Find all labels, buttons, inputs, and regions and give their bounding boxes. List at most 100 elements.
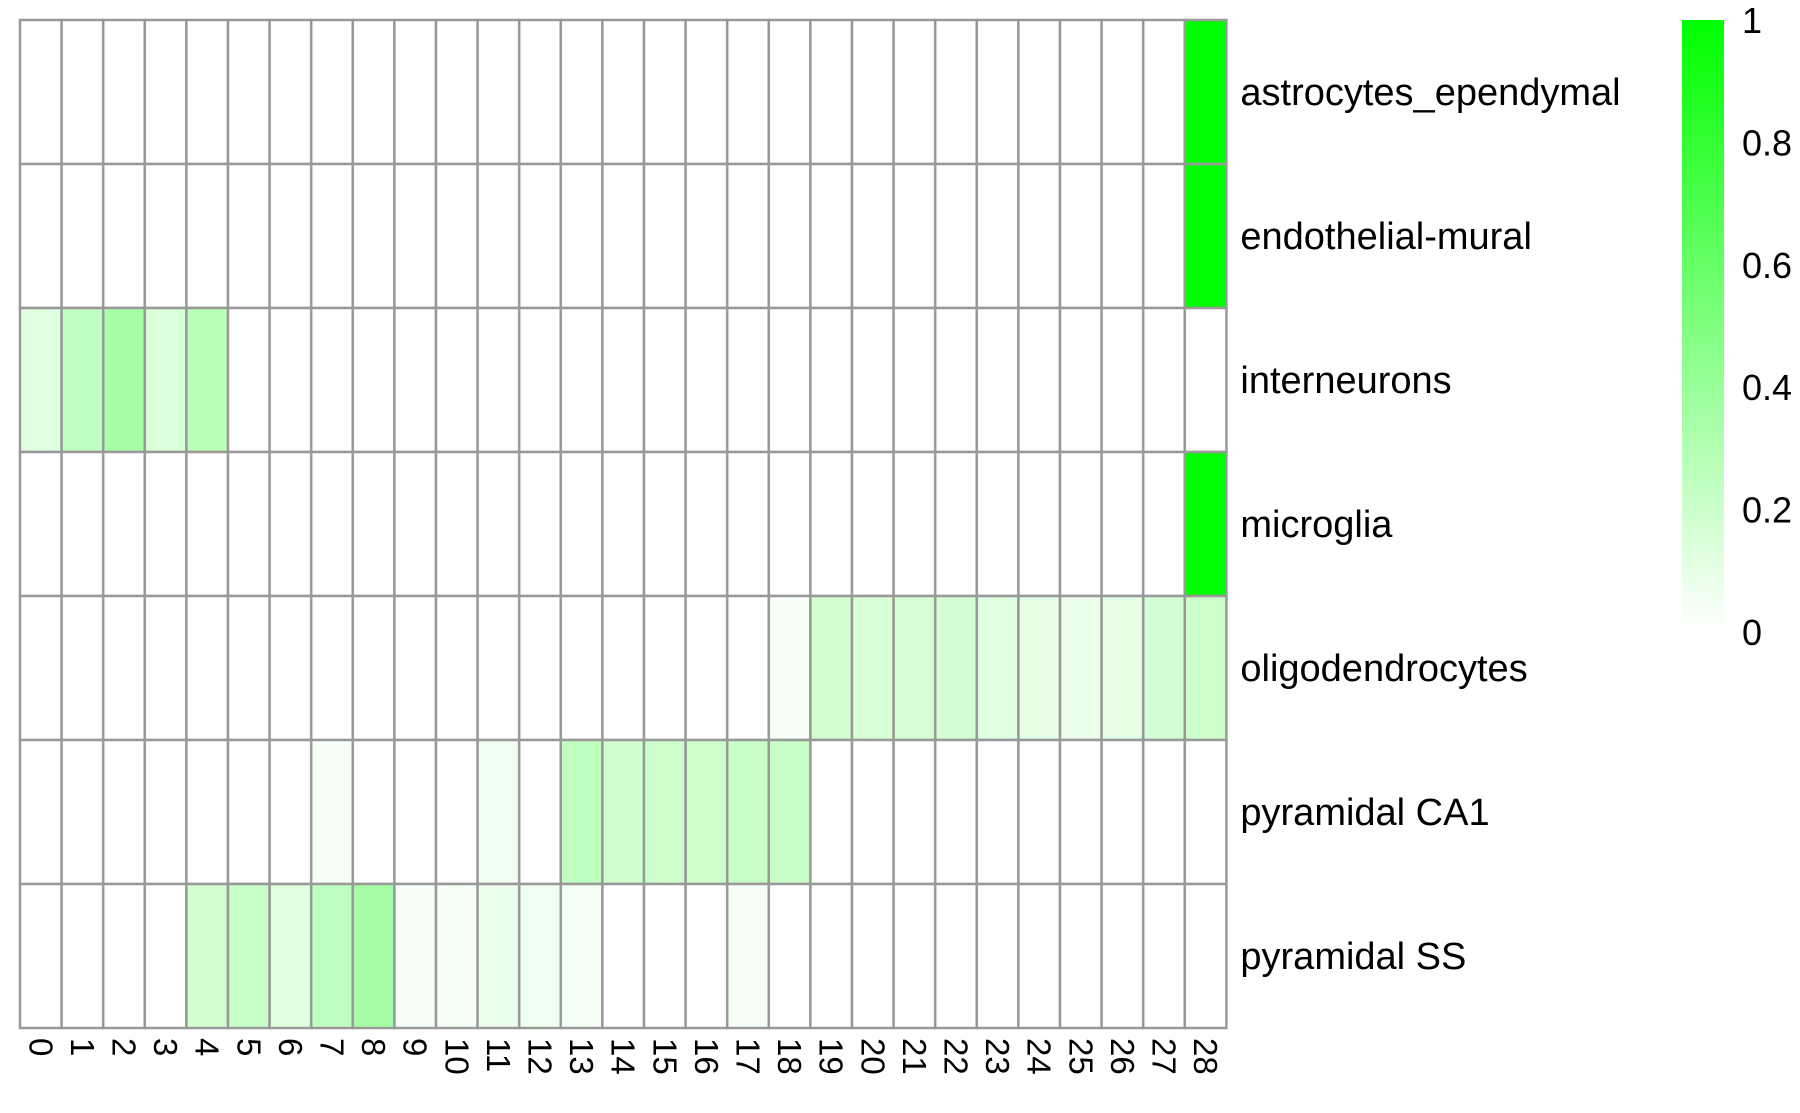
heatmap-cell	[517, 162, 563, 310]
heatmap-cell	[101, 18, 147, 166]
heatmap-cell	[226, 306, 271, 454]
heatmap-cell	[476, 450, 521, 598]
heatmap-cell	[18, 738, 63, 886]
heatmap-cell	[268, 738, 313, 886]
heatmap-cell	[601, 450, 646, 598]
heatmap-cell	[185, 450, 230, 598]
column-label: 6	[272, 1038, 309, 1056]
row-label: astrocytes_ependymal	[1240, 72, 1620, 114]
column-label: 24	[1021, 1038, 1058, 1075]
column-label: 20	[854, 1038, 891, 1075]
heatmap-cell	[1058, 162, 1103, 310]
heatmap-cell	[1141, 594, 1187, 742]
heatmap-cell	[975, 594, 1020, 742]
heatmap-cell	[850, 738, 895, 886]
heatmap-cell	[1058, 306, 1103, 454]
heatmap-cell	[1058, 882, 1103, 1030]
heatmap-cell	[476, 162, 521, 310]
heatmap-cell	[601, 882, 646, 1030]
heatmap-cell	[351, 450, 396, 598]
heatmap-cell	[1141, 306, 1187, 454]
column-label: 22	[938, 1038, 975, 1075]
heatmap-cell	[725, 450, 771, 598]
heatmap-cell	[309, 162, 355, 310]
legend-tick-label: 0.4	[1742, 367, 1792, 408]
heatmap-cell	[809, 450, 854, 598]
heatmap-cell	[933, 882, 979, 1030]
heatmap-cell	[60, 738, 105, 886]
heatmap-cell	[933, 306, 979, 454]
heatmap-cell	[517, 18, 563, 166]
heatmap-cell	[351, 18, 396, 166]
heatmap-cell	[351, 738, 396, 886]
heatmap-cell	[185, 738, 230, 886]
heatmap-cell	[892, 306, 937, 454]
heatmap-cell	[1017, 306, 1062, 454]
heatmap-cell	[892, 162, 937, 310]
heatmap-cell	[559, 738, 604, 886]
heatmap-cell	[684, 450, 729, 598]
heatmap-cell	[559, 306, 604, 454]
heatmap-cell	[684, 738, 729, 886]
row-label: pyramidal CA1	[1240, 792, 1489, 834]
legend-tick-label: 0	[1742, 612, 1762, 653]
heatmap-cell	[809, 738, 854, 886]
heatmap-cell	[60, 882, 105, 1030]
heatmap-cell	[393, 162, 438, 310]
heatmap-cell	[185, 882, 230, 1030]
heatmap-cell	[60, 18, 105, 166]
heatmap-cell	[226, 162, 271, 310]
heatmap-cell	[767, 18, 812, 166]
column-label: 15	[646, 1038, 683, 1075]
heatmap-cell	[975, 882, 1020, 1030]
heatmap-cell	[393, 882, 438, 1030]
heatmap-cell	[1017, 450, 1062, 598]
heatmap-cell	[226, 450, 271, 598]
heatmap-cell	[725, 162, 771, 310]
column-labels: 0 1 2 3 4 5 6 7 8 9 10 11 12 13 14 15 16 17 18 19 20 21 22 23 24…	[22, 1038, 1224, 1075]
heatmap-cell	[101, 594, 147, 742]
column-label: 17	[730, 1038, 767, 1075]
column-label: 28	[1187, 1038, 1224, 1075]
heatmap-cell	[809, 594, 854, 742]
heatmap-cell	[933, 162, 979, 310]
heatmap-cell	[185, 162, 230, 310]
column-label: 13	[563, 1038, 600, 1075]
heatmap-cell	[101, 882, 147, 1030]
heatmap-cell	[642, 450, 687, 598]
heatmap-cell	[850, 450, 895, 598]
heatmap-cell	[933, 738, 979, 886]
heatmap-cell	[642, 306, 687, 454]
heatmap-cell	[476, 18, 521, 166]
column-label: 3	[147, 1038, 184, 1056]
legend-tick-label: 1	[1742, 0, 1762, 41]
heatmap-cell	[684, 162, 729, 310]
heatmap-cell	[18, 882, 63, 1030]
heatmap-cell	[434, 18, 479, 166]
heatmap-cell	[767, 882, 812, 1030]
heatmap-cell	[101, 450, 147, 598]
heatmap-cell	[226, 738, 271, 886]
heatmap-cell	[1100, 882, 1145, 1030]
heatmap-cell	[809, 162, 854, 310]
legend-tick-label: 0.8	[1742, 122, 1792, 163]
heatmap-cell	[268, 450, 313, 598]
heatmap-cell	[18, 18, 63, 166]
heatmap-cell	[101, 738, 147, 886]
heatmap-cell	[101, 306, 147, 454]
heatmap-cell	[143, 18, 188, 166]
heatmap-cell	[933, 18, 979, 166]
heatmap-cell	[476, 594, 521, 742]
heatmap-cell	[767, 594, 812, 742]
heatmap-cell	[18, 306, 63, 454]
column-label: 23	[979, 1038, 1016, 1075]
row-labels: astrocytes_ependymal endothelial-mural int…	[1240, 72, 1620, 978]
heatmap-cell	[393, 450, 438, 598]
heatmap-cell	[684, 594, 729, 742]
heatmap-cell	[268, 162, 313, 310]
heatmap-cell	[393, 738, 438, 886]
heatmap-cell	[1183, 306, 1228, 454]
heatmap-cell	[309, 738, 355, 886]
heatmap-cell	[725, 882, 771, 1030]
